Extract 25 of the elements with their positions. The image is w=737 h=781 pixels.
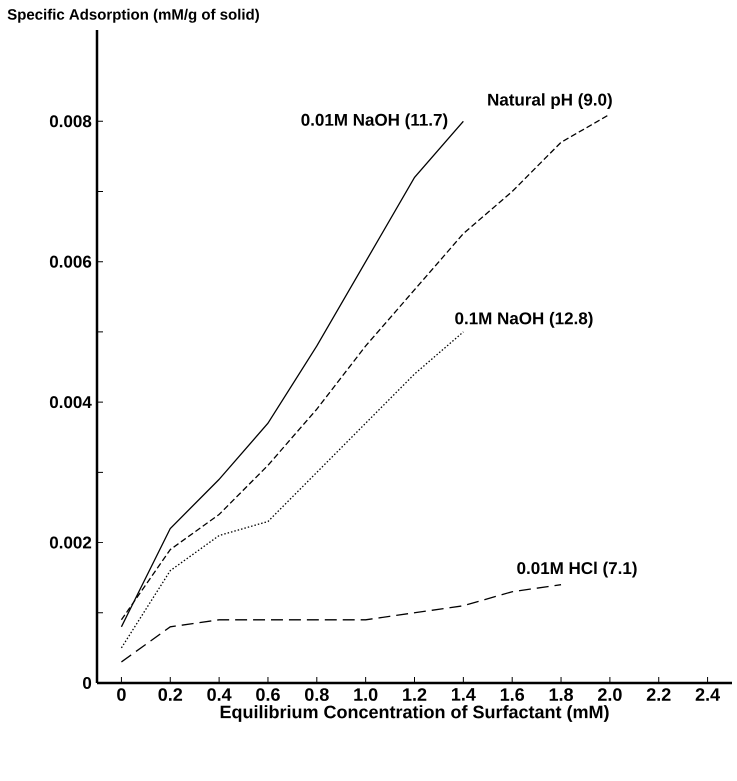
y-tick-label: 0.008 — [50, 115, 92, 128]
series-label: 0.01M HCl (7.1) — [517, 562, 637, 578]
y-tick-label: 0.006 — [50, 256, 92, 268]
x-tick-label: 0 — [117, 688, 126, 701]
series-label: 0.01M NaOH (11.7) — [301, 113, 448, 130]
x-tick-label: 1.4 — [452, 688, 476, 701]
x-tick-label: 2.4 — [696, 688, 720, 701]
line-series — [120, 331, 464, 649]
series-label: 0.1M NaOH (12.8) — [455, 312, 593, 328]
x-tick-label: 0.6 — [256, 688, 280, 701]
x-tick-label: 0.4 — [207, 688, 232, 701]
y-tick-label: 0.002 — [50, 536, 92, 549]
x-tick-label: 1.8 — [550, 688, 573, 701]
x-tick-label: 2.0 — [598, 688, 622, 701]
y-tick-label: 0.004 — [50, 396, 92, 408]
x-tick-label: 1.6 — [500, 688, 524, 701]
x-tick-label: 2.2 — [646, 688, 671, 701]
x-tick-label: 0.8 — [305, 688, 329, 701]
y-tick-label: 0 — [83, 676, 92, 690]
series-label: Natural pH (9.0) — [488, 93, 612, 110]
x-tick-label: 0.2 — [158, 688, 182, 701]
x-tick-label: 1.2 — [403, 688, 426, 701]
y-axis-title: Specific Adsorption (mM/g of solid) — [8, 8, 259, 23]
x-tick-label: 1.0 — [354, 688, 378, 701]
x-axis-title: Equilibrium Concentration of Surfactant (mM) — [220, 705, 609, 722]
